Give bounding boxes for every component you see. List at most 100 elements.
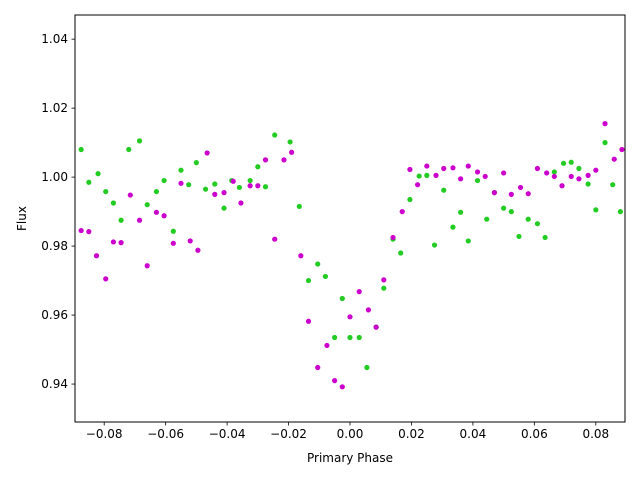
data-point-series-2: [381, 277, 387, 283]
y-tick-label: 1.00: [41, 170, 68, 184]
data-point-series-2: [399, 209, 405, 215]
data-point-series-2: [465, 163, 471, 169]
data-point-series-1: [236, 184, 242, 191]
data-point-series-2: [262, 157, 269, 163]
data-point-series-1: [441, 187, 447, 193]
x-tick-label: 0.02: [398, 427, 425, 441]
data-point-series-2: [390, 234, 396, 241]
data-point-series-2: [204, 150, 210, 156]
data-point-series-2: [78, 227, 84, 234]
data-point-series-1: [560, 160, 567, 166]
data-point-series-2: [414, 182, 421, 188]
data-point-series-1: [144, 202, 150, 208]
data-point-series-1: [542, 234, 548, 241]
data-point-series-2: [178, 180, 184, 186]
data-point-series-1: [95, 171, 101, 177]
data-point-series-2: [289, 149, 295, 155]
data-point-series-2: [281, 157, 287, 163]
data-point-series-2: [373, 324, 379, 330]
data-point-series-2: [611, 156, 617, 162]
data-point-series-2: [118, 240, 124, 246]
data-point-series-2: [450, 165, 456, 171]
data-point-series-2: [585, 172, 591, 178]
data-point-series-1: [602, 140, 608, 146]
data-point-series-1: [458, 209, 464, 215]
data-point-series-1: [356, 334, 362, 341]
data-point-series-2: [407, 166, 413, 173]
data-point-series-1: [110, 200, 117, 206]
data-point-series-1: [431, 242, 438, 248]
data-point-series-2: [534, 165, 541, 172]
data-point-series-1: [610, 182, 616, 188]
data-point-series-1: [86, 179, 92, 185]
data-point-series-2: [501, 170, 507, 176]
data-point-series-1: [551, 169, 557, 175]
data-point-series-1: [118, 217, 124, 223]
data-point-series-1: [153, 188, 160, 195]
data-point-series-2: [272, 236, 278, 242]
y-axis-title: Flux: [15, 206, 29, 231]
data-point-series-1: [247, 177, 253, 184]
data-point-series-1: [585, 181, 591, 187]
data-point-series-2: [298, 253, 304, 259]
data-point-series-1: [212, 181, 218, 187]
data-point-series-1: [136, 138, 143, 144]
data-point-series-2: [365, 307, 372, 313]
data-point-series-2: [576, 176, 582, 182]
data-point-series-2: [544, 170, 550, 176]
data-point-series-2: [602, 121, 608, 127]
data-point-series-1: [364, 364, 370, 371]
data-point-series-2: [347, 314, 353, 320]
data-point-series-2: [247, 183, 253, 189]
data-point-series-2: [339, 384, 345, 390]
data-point-series-1: [416, 173, 422, 179]
data-point-series-2: [525, 191, 531, 197]
data-point-series-1: [516, 233, 522, 240]
data-point-series-1: [525, 216, 531, 222]
y-tick-label: 0.96: [41, 308, 68, 322]
data-point-series-1: [126, 146, 132, 153]
data-point-series-1: [178, 167, 184, 173]
data-point-series-1: [407, 196, 413, 203]
data-point-series-1: [568, 159, 574, 165]
data-point-series-2: [315, 364, 321, 371]
data-point-series-2: [433, 172, 439, 178]
data-point-series-2: [517, 184, 524, 191]
data-point-series-1: [78, 146, 84, 153]
data-point-series-2: [255, 183, 261, 189]
data-point-series-1: [221, 205, 227, 211]
data-point-series-2: [238, 200, 244, 206]
points-layer: [78, 121, 625, 390]
data-point-series-1: [617, 209, 623, 215]
data-point-series-2: [491, 190, 498, 196]
data-point-series-1: [576, 165, 582, 172]
data-point-series-1: [322, 273, 329, 280]
data-point-series-1: [186, 182, 192, 188]
data-point-series-1: [193, 160, 199, 166]
y-tick-label: 0.98: [41, 239, 68, 253]
y-tick-label: 0.94: [41, 377, 68, 391]
x-tick-label: 0.08: [582, 427, 609, 441]
data-point-series-1: [202, 186, 209, 192]
data-point-series-2: [230, 178, 236, 184]
data-point-series-2: [221, 190, 227, 196]
data-point-series-2: [356, 289, 362, 295]
data-point-series-2: [212, 191, 218, 197]
data-point-series-1: [398, 250, 404, 256]
x-tick-label: −0.04: [209, 427, 246, 441]
data-point-series-1: [262, 184, 269, 190]
data-point-series-2: [187, 238, 193, 244]
data-point-series-1: [501, 205, 507, 211]
data-point-series-2: [551, 173, 557, 180]
data-point-series-2: [195, 247, 201, 253]
data-point-series-2: [161, 213, 167, 219]
x-axis: −0.08 −0.06 −0.04 −0.02 0.00 0.02 0.04 0.06 0.08: [86, 422, 609, 441]
data-point-series-2: [103, 276, 109, 282]
data-point-series-1: [315, 261, 321, 267]
data-point-series-2: [305, 318, 312, 324]
data-point-series-1: [272, 132, 278, 138]
x-tick-label: −0.08: [86, 427, 123, 441]
data-point-series-1: [381, 285, 387, 291]
x-tick-label: 0.06: [521, 427, 548, 441]
